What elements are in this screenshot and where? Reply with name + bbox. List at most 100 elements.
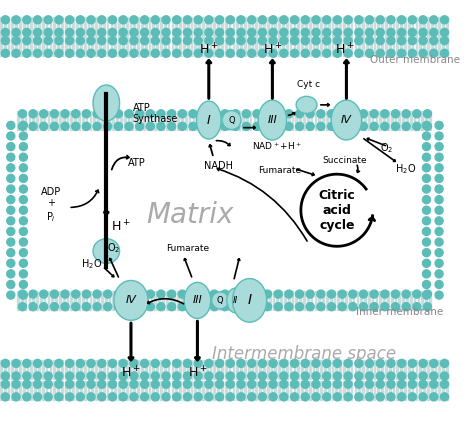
Circle shape [1, 360, 9, 367]
Bar [40, 111, 42, 130]
Bar [328, 37, 329, 57]
Bar [423, 381, 425, 400]
Circle shape [398, 36, 406, 45]
Circle shape [376, 28, 384, 36]
Circle shape [104, 303, 112, 311]
Circle shape [355, 360, 363, 367]
Circle shape [194, 16, 202, 24]
Bar [227, 111, 228, 130]
Bar [219, 291, 221, 310]
Bar [408, 17, 410, 36]
Bar [0, 381, 2, 400]
Circle shape [242, 122, 250, 130]
Bar [42, 381, 44, 400]
Bar [425, 111, 427, 130]
Circle shape [423, 290, 431, 298]
Bar [42, 37, 44, 57]
Bar [392, 360, 394, 379]
Text: NAD$^+$+H$^+$: NAD$^+$+H$^+$ [252, 141, 301, 152]
Bar [112, 291, 114, 310]
Bar [198, 17, 200, 36]
Ellipse shape [93, 239, 119, 263]
Circle shape [162, 360, 170, 367]
Circle shape [409, 28, 416, 36]
Circle shape [422, 175, 430, 182]
Circle shape [194, 36, 202, 45]
Circle shape [435, 132, 443, 140]
Bar [250, 111, 251, 130]
Bar [116, 291, 118, 310]
Bar [32, 291, 34, 310]
Circle shape [65, 360, 73, 367]
Circle shape [435, 185, 443, 193]
Bar [63, 111, 64, 130]
Bar [410, 111, 411, 130]
Bar [27, 381, 28, 400]
Bar [118, 360, 120, 379]
Bar [341, 111, 343, 130]
Bar [91, 37, 93, 57]
Bar [311, 291, 312, 310]
Circle shape [125, 122, 133, 130]
Bar [153, 17, 154, 36]
Circle shape [264, 110, 272, 118]
Bar [86, 111, 87, 130]
Bar [204, 291, 206, 310]
Bar [280, 291, 282, 310]
Bar [160, 37, 162, 57]
Bar [151, 291, 152, 310]
Circle shape [12, 28, 20, 36]
Bar [126, 381, 128, 400]
Circle shape [435, 227, 443, 236]
Circle shape [344, 372, 352, 380]
Circle shape [183, 360, 191, 367]
Bar [416, 17, 417, 36]
Circle shape [173, 16, 181, 24]
Bar [408, 381, 410, 400]
Circle shape [173, 393, 181, 401]
Bar [257, 291, 259, 310]
Circle shape [381, 110, 389, 118]
Circle shape [1, 380, 9, 388]
Bar [404, 37, 406, 57]
Bar [336, 360, 337, 379]
Circle shape [212, 292, 229, 309]
Bar [139, 291, 141, 310]
Circle shape [221, 110, 229, 118]
Circle shape [328, 303, 336, 311]
Bar [23, 37, 25, 57]
Bar [8, 37, 9, 57]
Bar [172, 360, 173, 379]
Bar [280, 111, 282, 130]
Circle shape [237, 28, 245, 36]
Circle shape [7, 249, 15, 257]
Bar [55, 291, 57, 310]
Circle shape [435, 217, 443, 225]
Bar [240, 381, 242, 400]
Circle shape [376, 49, 384, 57]
Circle shape [333, 393, 341, 401]
Bar [172, 17, 173, 36]
Bar [46, 17, 47, 36]
Circle shape [423, 110, 431, 118]
Bar [282, 17, 284, 36]
Ellipse shape [331, 100, 362, 140]
Bar [17, 111, 19, 130]
Bar [442, 37, 444, 57]
Bar [271, 360, 273, 379]
Circle shape [205, 28, 213, 36]
Circle shape [312, 360, 320, 367]
Bar [290, 37, 292, 57]
Bar [50, 381, 51, 400]
Bar [319, 291, 320, 310]
Bar [284, 111, 286, 130]
Text: O$_2$: O$_2$ [380, 142, 393, 155]
Circle shape [409, 16, 416, 24]
Bar [330, 111, 331, 130]
Circle shape [430, 16, 438, 24]
Circle shape [440, 16, 448, 24]
Bar [412, 37, 413, 57]
Bar [317, 381, 318, 400]
Bar [170, 291, 171, 310]
Circle shape [178, 303, 186, 311]
